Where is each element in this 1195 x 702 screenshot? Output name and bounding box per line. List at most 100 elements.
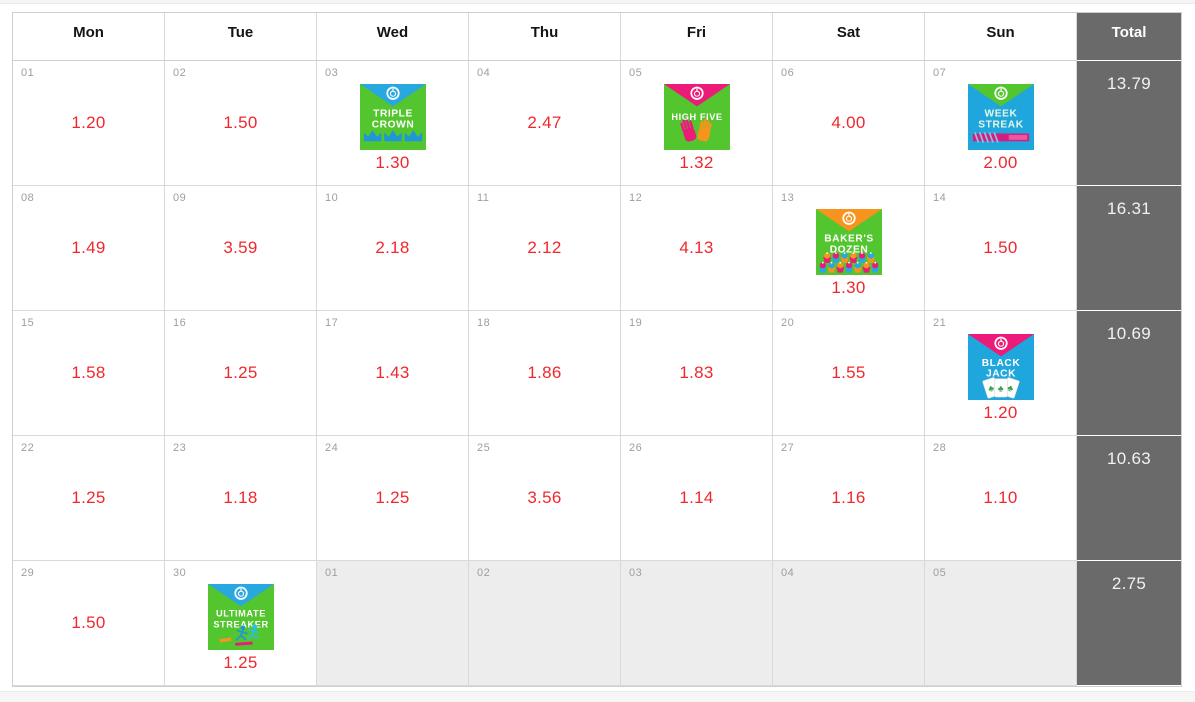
day-number: 01 xyxy=(21,67,35,79)
day-number: 09 xyxy=(173,192,187,204)
day-value: 4.00 xyxy=(831,113,866,132)
badge-title-line: BLACK xyxy=(981,358,1020,369)
day-value: 1.83 xyxy=(679,363,714,382)
day-cell-04-next-month[interactable]: 04 xyxy=(773,561,925,686)
badge-title-line: TRIPLE xyxy=(373,108,413,119)
day-cell-15[interactable]: 15 1.58 xyxy=(13,311,165,436)
day-cell-25[interactable]: 25 3.56 xyxy=(469,436,621,561)
day-cell-09[interactable]: 09 3.59 xyxy=(165,186,317,311)
day-number: 19 xyxy=(629,317,643,329)
day-cell-03[interactable]: 03 TRIPLE CROWN 1.30 xyxy=(317,61,469,186)
day-cell-22[interactable]: 22 1.25 xyxy=(13,436,165,561)
day-value: 3.56 xyxy=(527,488,562,507)
day-number: 29 xyxy=(21,567,35,579)
badge-title-line: JACK xyxy=(985,368,1015,379)
badge-high-five[interactable]: HIGH FIVE xyxy=(663,83,730,150)
day-value: 1.16 xyxy=(831,488,866,507)
day-value: 1.30 xyxy=(831,277,866,297)
header-day-fri: Fri xyxy=(621,13,773,61)
day-cell-17[interactable]: 17 1.43 xyxy=(317,311,469,436)
badge-title-line: HIGH FIVE xyxy=(671,111,722,121)
day-cell-16[interactable]: 16 1.25 xyxy=(165,311,317,436)
top-divider xyxy=(0,0,1195,4)
day-cell-28[interactable]: 28 1.10 xyxy=(925,436,1077,561)
week-total: 2.75 xyxy=(1077,561,1181,686)
day-value: 1.30 xyxy=(375,152,410,172)
badge-title-line: CROWN xyxy=(371,119,414,130)
day-cell-24[interactable]: 24 1.25 xyxy=(317,436,469,561)
day-cell-21[interactable]: 21 BLACK JACK ♣ ♣ ♣ 1.20 xyxy=(925,311,1077,436)
day-value: 1.49 xyxy=(71,238,106,257)
day-number: 16 xyxy=(173,317,187,329)
day-cell-23[interactable]: 23 1.18 xyxy=(165,436,317,561)
day-cell-13[interactable]: 13 BAKER'S DOZEN 1.30 xyxy=(773,186,925,311)
day-value: 1.25 xyxy=(223,363,258,382)
day-cell-07[interactable]: 07 WEEK STREAK 2.00 xyxy=(925,61,1077,186)
day-number: 07 xyxy=(933,67,947,79)
header-day-tue: Tue xyxy=(165,13,317,61)
day-value: 1.14 xyxy=(679,488,714,507)
day-value: 2.47 xyxy=(527,113,562,132)
day-cell-05-next-month[interactable]: 05 xyxy=(925,561,1077,686)
day-number: 11 xyxy=(477,192,490,204)
day-cell-08[interactable]: 08 1.49 xyxy=(13,186,165,311)
day-cell-04[interactable]: 04 2.47 xyxy=(469,61,621,186)
day-number: 05 xyxy=(933,567,947,579)
day-number: 30 xyxy=(173,567,187,579)
day-value: 4.13 xyxy=(679,238,714,257)
day-cell-29[interactable]: 29 1.50 xyxy=(13,561,165,686)
day-value: 2.18 xyxy=(375,238,410,257)
day-value: 1.25 xyxy=(223,652,258,672)
day-number: 03 xyxy=(629,567,643,579)
day-number: 15 xyxy=(21,317,35,329)
day-cell-10[interactable]: 10 2.18 xyxy=(317,186,469,311)
day-value: 1.32 xyxy=(679,152,714,172)
day-cell-20[interactable]: 20 1.55 xyxy=(773,311,925,436)
badge-title-line: STREAK xyxy=(978,119,1023,130)
day-cell-02[interactable]: 02 1.50 xyxy=(165,61,317,186)
svg-text:♣: ♣ xyxy=(997,383,1003,393)
badge-title-line: STREAKER xyxy=(213,619,268,629)
badge-title-line: BAKER'S xyxy=(824,233,874,244)
day-value: 1.10 xyxy=(983,488,1018,507)
day-cell-05[interactable]: 05 HIGH FIVE 1.32 xyxy=(621,61,773,186)
day-number: 23 xyxy=(173,442,187,454)
day-number: 02 xyxy=(173,67,187,79)
day-cell-02-next-month[interactable]: 02 xyxy=(469,561,621,686)
bottom-divider xyxy=(0,691,1195,702)
day-cell-01-next-month[interactable]: 01 xyxy=(317,561,469,686)
day-cell-27[interactable]: 27 1.16 xyxy=(773,436,925,561)
day-value: 1.50 xyxy=(223,113,258,132)
day-number: 01 xyxy=(325,567,339,579)
day-number: 18 xyxy=(477,317,491,329)
day-number: 28 xyxy=(933,442,947,454)
day-number: 04 xyxy=(477,67,491,79)
streak-calendar: Mon Tue Wed Thu Fri Sat Sun Total 01 1.20 02 1.50 03… xyxy=(12,12,1182,687)
day-number: 10 xyxy=(325,192,339,204)
day-cell-30[interactable]: 30 ULTIMATE STREAKER 1.25 xyxy=(165,561,317,686)
day-number: 26 xyxy=(629,442,643,454)
header-day-wed: Wed xyxy=(317,13,469,61)
day-cell-12[interactable]: 12 4.13 xyxy=(621,186,773,311)
day-cell-03-next-month[interactable]: 03 xyxy=(621,561,773,686)
day-value: 1.58 xyxy=(71,363,106,382)
day-number: 04 xyxy=(781,567,795,579)
day-cell-01[interactable]: 01 1.20 xyxy=(13,61,165,186)
day-cell-19[interactable]: 19 1.83 xyxy=(621,311,773,436)
day-cell-14[interactable]: 14 1.50 xyxy=(925,186,1077,311)
day-value: 3.59 xyxy=(223,238,258,257)
day-value: 1.20 xyxy=(71,113,106,132)
day-cell-06[interactable]: 06 4.00 xyxy=(773,61,925,186)
day-cell-26[interactable]: 26 1.14 xyxy=(621,436,773,561)
week-total: 10.69 xyxy=(1077,311,1181,436)
day-number: 03 xyxy=(325,67,339,79)
day-cell-11[interactable]: 11 2.12 xyxy=(469,186,621,311)
day-number: 08 xyxy=(21,192,35,204)
day-cell-18[interactable]: 18 1.86 xyxy=(469,311,621,436)
day-value: 1.55 xyxy=(831,363,866,382)
